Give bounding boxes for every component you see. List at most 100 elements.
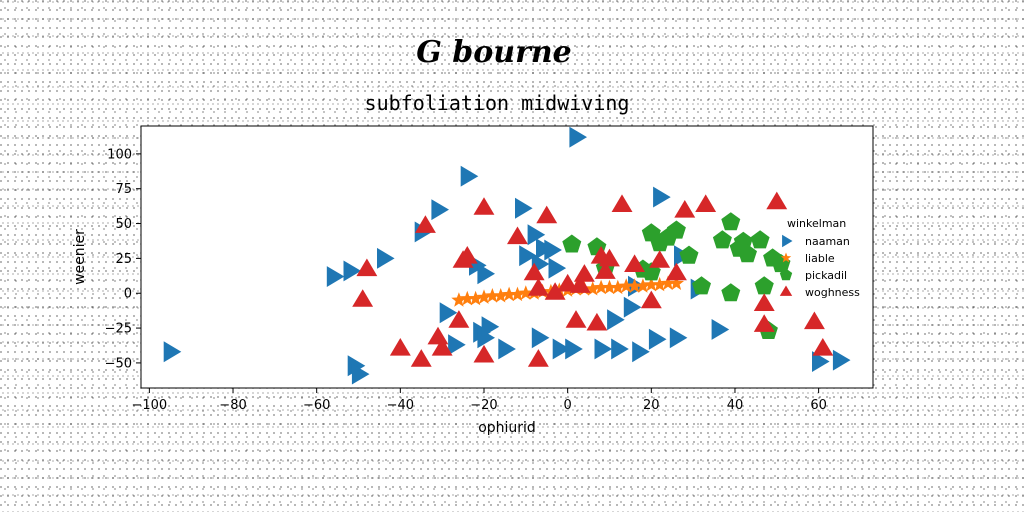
legend-entry-pickadil: pickadil bbox=[779, 268, 847, 282]
data-point-naaman bbox=[460, 165, 479, 187]
data-point-naaman bbox=[669, 327, 688, 349]
data-point-pickadil bbox=[754, 276, 774, 295]
legend-entries: naaman liable pickadil woghness bbox=[779, 234, 860, 299]
y-tick-label: 75 bbox=[115, 182, 132, 197]
data-point-woghness bbox=[431, 338, 453, 356]
data-point-liable bbox=[493, 288, 509, 303]
data-point-liable bbox=[501, 286, 517, 302]
x-tick-label: 20 bbox=[643, 398, 660, 413]
data-point-woghness bbox=[640, 290, 662, 309]
data-point-woghness bbox=[527, 278, 549, 296]
data-point-naaman bbox=[519, 245, 537, 267]
data-point-woghness bbox=[473, 197, 495, 215]
data-point-naaman bbox=[163, 341, 182, 363]
data-point-naaman bbox=[565, 338, 583, 360]
data-point-naaman bbox=[569, 126, 587, 148]
legend-marker-woghness bbox=[779, 285, 793, 296]
data-point-woghness bbox=[569, 275, 591, 293]
data-point-naaman bbox=[377, 247, 395, 269]
x-tick-label: −60 bbox=[303, 398, 330, 413]
data-point-liable bbox=[518, 285, 534, 300]
data-point-naaman bbox=[351, 363, 370, 385]
data-point-naaman bbox=[326, 266, 345, 287]
data-point-woghness bbox=[352, 289, 374, 307]
data-point-pickadil bbox=[666, 220, 686, 239]
x-tick-label: −20 bbox=[470, 398, 497, 413]
data-point-liable bbox=[593, 279, 609, 295]
y-axis-label: weenier bbox=[72, 229, 88, 285]
data-point-woghness bbox=[753, 314, 775, 332]
data-point-woghness bbox=[766, 191, 788, 210]
data-point-woghness bbox=[594, 261, 616, 279]
y-tick-label: 100 bbox=[107, 147, 132, 162]
x-axis-label: ophiurid bbox=[478, 420, 536, 436]
y-axis: −50 −25 0 25 50 75 100 bbox=[105, 147, 141, 371]
data-point-naaman bbox=[832, 349, 851, 371]
data-point-naaman bbox=[552, 338, 571, 360]
data-point-naaman bbox=[611, 338, 629, 360]
data-point-naaman bbox=[648, 328, 667, 350]
legend-marker-liable bbox=[780, 252, 792, 263]
y-tick-label: 0 bbox=[124, 287, 132, 302]
data-point-woghness bbox=[573, 264, 595, 282]
data-point-naaman bbox=[607, 309, 625, 331]
data-point-naaman bbox=[439, 302, 458, 324]
data-point-pickadil bbox=[712, 230, 732, 249]
legend-title: winkelman bbox=[787, 217, 846, 230]
series-woghness bbox=[352, 191, 834, 367]
data-point-woghness bbox=[448, 310, 470, 328]
data-point-woghness bbox=[586, 312, 608, 331]
data-point-woghness bbox=[804, 311, 825, 330]
data-point-woghness bbox=[536, 205, 558, 224]
data-point-liable bbox=[610, 279, 626, 295]
data-point-liable bbox=[652, 276, 668, 292]
legend-entry-woghness: woghness bbox=[779, 285, 860, 299]
y-tick-label: 50 bbox=[115, 217, 132, 232]
data-point-woghness bbox=[695, 194, 717, 212]
data-point-woghness bbox=[666, 262, 687, 281]
data-point-liable bbox=[601, 279, 618, 295]
data-point-naaman bbox=[431, 199, 449, 221]
legend-label-woghness: woghness bbox=[805, 286, 860, 299]
x-tick-label: −80 bbox=[219, 398, 246, 413]
data-point-liable bbox=[509, 286, 526, 302]
legend: winkelman naaman liable pickadil woghness bbox=[779, 217, 860, 299]
data-point-liable bbox=[618, 278, 634, 293]
data-point-liable bbox=[476, 289, 492, 304]
data-point-woghness bbox=[753, 293, 775, 311]
chart-suptitle: G bourne bbox=[416, 35, 572, 70]
data-point-naaman bbox=[544, 239, 562, 261]
legend-marker-naaman bbox=[782, 234, 793, 248]
data-point-woghness bbox=[507, 226, 528, 245]
data-point-liable bbox=[660, 275, 676, 290]
data-point-pickadil bbox=[750, 230, 770, 249]
legend-label-liable: liable bbox=[805, 252, 835, 265]
data-point-pickadil bbox=[738, 244, 757, 263]
data-point-woghness bbox=[649, 250, 671, 268]
data-point-naaman bbox=[477, 263, 495, 285]
data-point-naaman bbox=[711, 319, 730, 340]
data-point-woghness bbox=[599, 248, 620, 267]
data-point-naaman bbox=[498, 338, 516, 360]
data-point-naaman bbox=[515, 197, 533, 219]
legend-label-pickadil: pickadil bbox=[805, 269, 847, 282]
data-point-woghness bbox=[527, 349, 549, 367]
data-point-pickadil bbox=[721, 212, 741, 231]
data-point-naaman bbox=[481, 316, 500, 338]
data-point-pickadil bbox=[562, 234, 582, 253]
data-point-naaman bbox=[623, 296, 642, 318]
data-point-woghness bbox=[389, 338, 411, 356]
data-point-liable bbox=[668, 275, 684, 290]
data-point-woghness bbox=[456, 246, 478, 264]
data-point-woghness bbox=[544, 282, 566, 300]
data-point-woghness bbox=[557, 273, 579, 292]
data-point-woghness bbox=[812, 338, 834, 356]
x-tick-label: 0 bbox=[564, 398, 572, 413]
x-tick-label: −100 bbox=[132, 398, 168, 413]
y-tick-label: 25 bbox=[115, 252, 132, 267]
data-point-naaman bbox=[531, 327, 550, 349]
data-point-woghness bbox=[611, 194, 633, 212]
x-tick-label: 40 bbox=[727, 398, 744, 413]
data-point-pickadil bbox=[692, 276, 711, 295]
